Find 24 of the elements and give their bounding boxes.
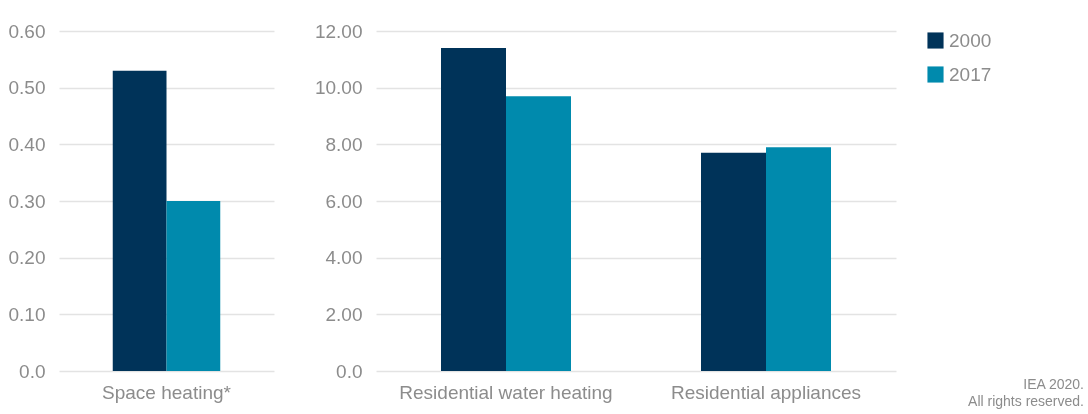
y-tick-label: 0.0 bbox=[336, 360, 363, 382]
x-tick-label: Space heating* bbox=[102, 381, 232, 403]
y-tick-label: 0.0 bbox=[19, 360, 46, 382]
legend-label: 2017 bbox=[949, 63, 992, 85]
y-tick-label: 0.10 bbox=[8, 303, 46, 325]
bar bbox=[506, 96, 571, 371]
y-tick-label: 0.20 bbox=[8, 247, 46, 269]
legend-label: 2000 bbox=[949, 29, 992, 51]
text: IEA 2020. All rights reserved. bbox=[968, 376, 1084, 410]
x-tick-label: Residential water heating bbox=[399, 381, 613, 403]
y-tick-label: 0.60 bbox=[8, 20, 46, 42]
y-tick-label: 12.00 bbox=[314, 20, 363, 42]
bar bbox=[441, 48, 506, 371]
y-tick-label: 0.40 bbox=[8, 133, 46, 155]
bar bbox=[766, 147, 831, 371]
y-tick-label: 10.00 bbox=[314, 77, 363, 99]
y-tick-label: 2.00 bbox=[325, 303, 363, 325]
y-tick-label: 8.00 bbox=[325, 133, 363, 155]
bar bbox=[701, 152, 766, 371]
y-tick-label: 0.30 bbox=[8, 190, 46, 212]
x-tick-label: Residential appliances bbox=[670, 381, 862, 403]
y-tick-label: 0.50 bbox=[8, 77, 46, 99]
y-tick-label: 4.00 bbox=[325, 247, 363, 269]
y-tick-label: 6.00 bbox=[325, 190, 363, 212]
